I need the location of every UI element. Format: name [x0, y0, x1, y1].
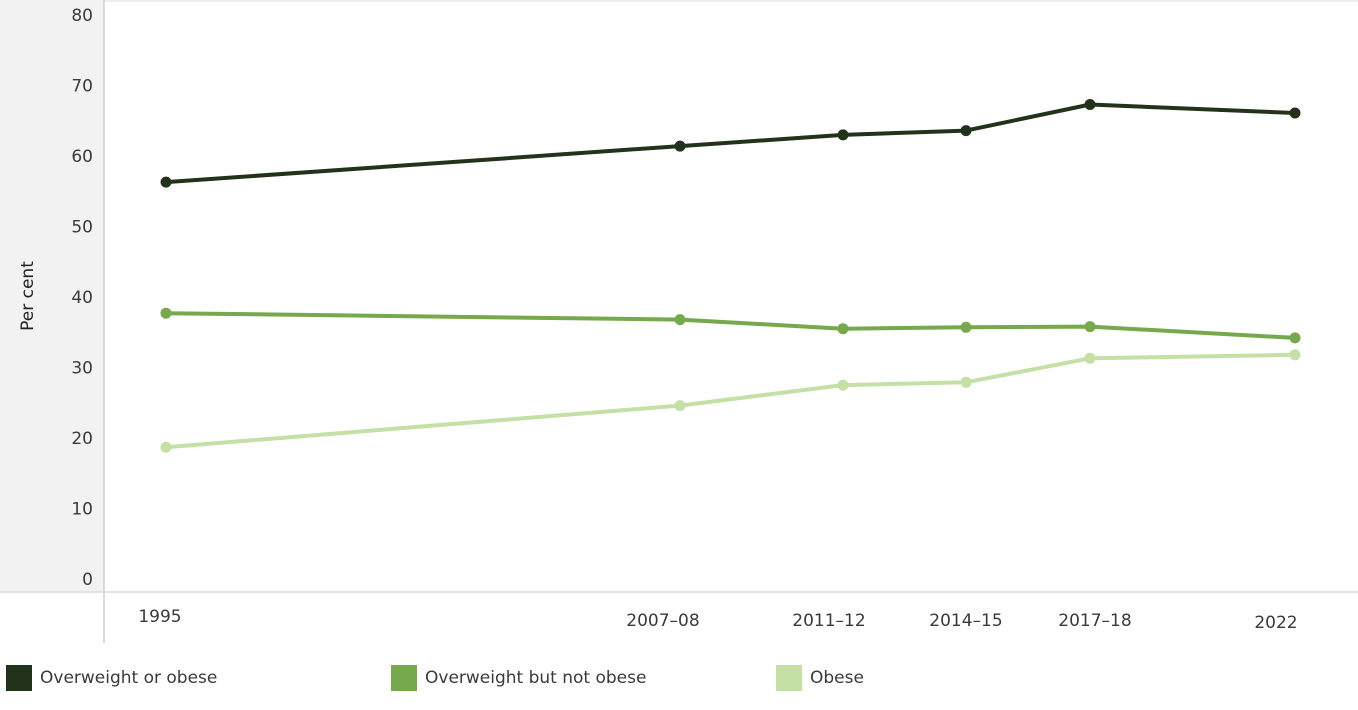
x-tick-label: 1995 — [138, 607, 181, 627]
y-tick-label: 80 — [71, 6, 93, 26]
data-point[interactable] — [837, 323, 849, 335]
y-tick-label: 60 — [71, 147, 93, 167]
y-tick-label: 0 — [82, 570, 93, 590]
legend: Overweight or obese Overweight but not o… — [0, 665, 1358, 695]
legend-label-obese: Obese — [810, 668, 864, 688]
x-tick-labels: 1995 2007–08 2011–12 2014–15 2017–18 2022 — [138, 607, 1297, 633]
y-tick-label: 50 — [71, 218, 93, 238]
x-tick-label: 2022 — [1254, 613, 1297, 633]
y-tick-label: 70 — [71, 77, 93, 97]
legend-item-overweight-or-obese: Overweight or obese — [6, 665, 217, 691]
series-overweight-but-not-obese — [160, 307, 1301, 344]
data-point[interactable] — [1289, 332, 1301, 344]
data-point[interactable] — [160, 176, 172, 188]
chart-svg: Per cent 0 10 20 30 40 50 60 70 80 1995 2007–08 20… — [0, 0, 1358, 643]
legend-swatch-overweight-or-obese — [6, 665, 32, 691]
data-point[interactable] — [1084, 321, 1096, 333]
x-tick-label: 2011–12 — [792, 611, 865, 631]
data-point[interactable] — [674, 140, 686, 152]
data-point[interactable] — [837, 129, 849, 141]
data-point[interactable] — [1084, 99, 1096, 110]
y-axis-title: Per cent — [18, 261, 38, 331]
y-axis-panel — [0, 0, 104, 592]
data-point[interactable] — [960, 376, 972, 388]
y-tick-labels: 0 10 20 30 40 50 60 70 80 — [71, 6, 93, 590]
legend-item-obese: Obese — [776, 665, 864, 691]
y-tick-label: 40 — [71, 288, 93, 308]
y-tick-label: 10 — [71, 500, 93, 520]
legend-swatch-obese — [776, 665, 802, 691]
series-overweight-or-obese — [160, 99, 1301, 188]
data-point[interactable] — [160, 307, 172, 319]
series-line — [164, 311, 1297, 340]
series-obese — [160, 349, 1301, 453]
data-point[interactable] — [960, 321, 972, 333]
series-line — [164, 352, 1297, 450]
x-tick-label: 2007–08 — [626, 611, 699, 631]
series-layer — [160, 99, 1301, 453]
data-point[interactable] — [1289, 349, 1301, 361]
data-point[interactable] — [160, 441, 172, 453]
y-tick-label: 30 — [71, 359, 93, 379]
data-point[interactable] — [837, 379, 849, 391]
legend-label-overweight-but-not-obese: Overweight but not obese — [425, 668, 647, 688]
data-point[interactable] — [960, 125, 972, 137]
legend-label-overweight-or-obese: Overweight or obese — [40, 668, 218, 688]
legend-item-overweight-but-not-obese: Overweight but not obese — [391, 665, 646, 691]
data-point[interactable] — [674, 400, 686, 412]
legend-swatch-overweight-but-not-obese — [391, 665, 417, 691]
series-line — [164, 102, 1297, 185]
data-point[interactable] — [674, 314, 686, 326]
data-point[interactable] — [1289, 107, 1301, 119]
x-tick-label: 2014–15 — [929, 611, 1002, 631]
data-point[interactable] — [1084, 352, 1096, 364]
y-tick-label: 20 — [71, 429, 93, 449]
x-tick-label: 2017–18 — [1058, 611, 1131, 631]
